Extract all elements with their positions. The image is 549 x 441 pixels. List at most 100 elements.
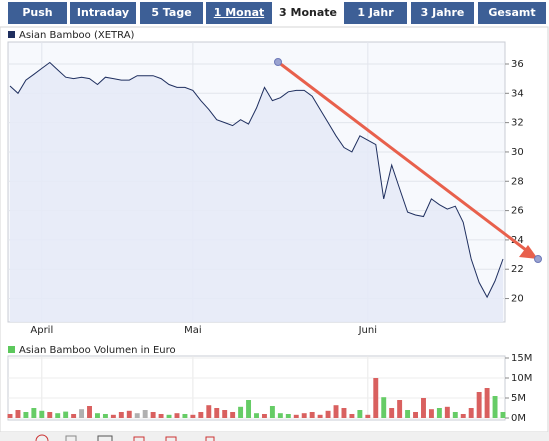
bar [206, 405, 212, 418]
bar [7, 414, 13, 418]
legend-label: Asian Bamboo (XETRA) [19, 30, 135, 41]
bar [79, 409, 85, 418]
bar [484, 388, 490, 418]
tool-icon[interactable] [165, 436, 177, 441]
bar [333, 405, 339, 418]
arrow-line [277, 60, 527, 252]
tab[interactable]: Push [8, 2, 67, 24]
bar [238, 406, 244, 418]
bar [309, 412, 315, 418]
bar [452, 412, 458, 418]
bar [357, 410, 363, 418]
y-tick-label: 32 [511, 118, 524, 129]
y-tick-label: 15M [511, 353, 532, 364]
bar [261, 414, 267, 418]
y-tick-label: 28 [511, 176, 524, 187]
tab-bar: Push Intraday 5 Tage 1 Monat 3 Monate 1 … [0, 0, 549, 26]
x-tick-label: April [30, 325, 53, 336]
tab-label[interactable]: 5 Tage [151, 6, 192, 19]
bar [214, 408, 220, 418]
bar [47, 412, 53, 418]
tab-label[interactable]: 3 Jahre [420, 6, 465, 19]
bar [254, 413, 259, 418]
tool-icon[interactable] [205, 436, 215, 441]
tab[interactable]: 3 Monate [275, 2, 341, 24]
bar [436, 408, 442, 418]
bar [182, 414, 188, 418]
y-tick-label: 36 [511, 59, 524, 70]
bar [293, 414, 299, 418]
tab-label[interactable]: 1 Monat [213, 6, 265, 19]
bar [460, 414, 466, 418]
bar [222, 410, 228, 418]
tab[interactable]: 5 Tage [140, 2, 203, 24]
bar [397, 400, 403, 418]
bar [492, 396, 498, 418]
bar [444, 406, 450, 418]
tab[interactable]: Intraday [70, 2, 136, 24]
line [9, 61, 504, 299]
bar [126, 410, 132, 418]
trend-arrow [274, 58, 542, 263]
toolbar [0, 432, 549, 441]
bar [142, 410, 148, 418]
bar [301, 413, 307, 418]
bar [198, 412, 204, 418]
arrow-handle[interactable] [534, 255, 542, 263]
y-tick-label: 30 [511, 147, 524, 158]
tool-icon[interactable] [65, 435, 77, 441]
y-tick-label: 5M [511, 393, 526, 404]
bar [95, 413, 100, 418]
tab[interactable]: 3 Jahre [411, 2, 474, 24]
bar [246, 400, 252, 418]
tab[interactable]: Gesamt [478, 2, 546, 24]
tab[interactable]: 1 Monat [206, 2, 272, 24]
bar [134, 413, 140, 418]
y-tick-label: 22 [511, 264, 524, 275]
tab-label[interactable]: 3 Monate [279, 6, 337, 19]
bar [55, 413, 61, 418]
y-tick-label: 26 [511, 206, 524, 217]
bar [349, 414, 355, 418]
tool-icon[interactable] [97, 435, 113, 441]
bar [317, 414, 323, 418]
bar [468, 408, 474, 418]
bar [39, 410, 45, 418]
bar [166, 414, 172, 418]
bar [150, 412, 156, 418]
tab-label[interactable]: Intraday [76, 6, 130, 19]
bar [118, 412, 124, 418]
legend-label: Asian Bamboo Volumen in Euro [19, 345, 176, 356]
tab[interactable]: 1 Jahr [344, 2, 407, 24]
x-tick-label: Juni [358, 325, 377, 336]
bar [365, 414, 371, 418]
bar [31, 408, 37, 418]
bar [285, 414, 291, 418]
tab-label[interactable]: Push [22, 6, 53, 19]
bar [230, 412, 236, 418]
data [7, 61, 506, 418]
y-tick-label: 20 [511, 294, 524, 305]
tool-icon[interactable] [133, 436, 145, 441]
tab-label[interactable]: 1 Jahr [357, 6, 394, 19]
bar [110, 414, 116, 418]
bar [325, 410, 331, 418]
bar [277, 413, 283, 418]
bar [15, 410, 21, 418]
y-tick-label: 24 [511, 235, 524, 246]
y-tick-label: 34 [511, 88, 524, 99]
bar [381, 397, 387, 418]
bar [71, 414, 77, 418]
arrow-handle[interactable] [274, 58, 282, 66]
bar [428, 409, 434, 418]
chart: 20 22 24 26 28 30 32 34 36 April Mai Juni 0M 5M 10M 15M… [0, 26, 549, 441]
tool-icon[interactable] [35, 434, 49, 441]
bar [174, 413, 180, 418]
bar [389, 408, 395, 418]
bar [500, 412, 506, 418]
area [10, 62, 503, 322]
bar [158, 414, 164, 418]
y-tick-label: 0M [511, 413, 526, 424]
bar [269, 406, 275, 418]
tab-label[interactable]: Gesamt [488, 6, 536, 19]
